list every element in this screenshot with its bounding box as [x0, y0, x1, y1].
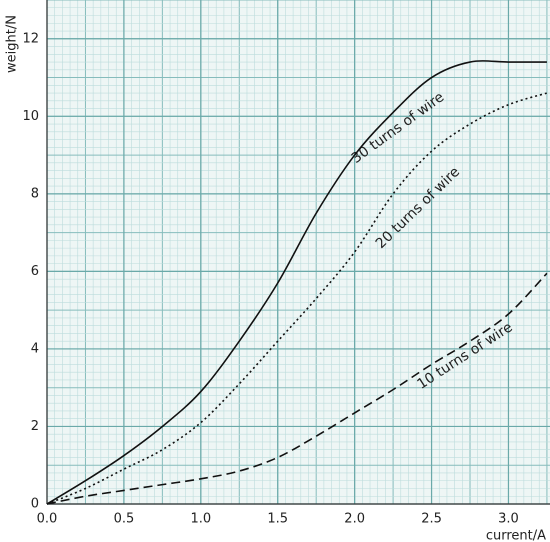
y-tick-label: 12 [22, 31, 39, 46]
y-tick-label: 0 [31, 497, 39, 512]
x-tick-label: 1.0 [190, 512, 211, 527]
x-tick-label: 1.5 [267, 512, 288, 527]
x-axis-label: current/A [486, 529, 546, 542]
y-tick-label: 4 [31, 341, 39, 356]
x-tick-label: 0.5 [114, 512, 135, 527]
y-tick-label: 6 [31, 264, 39, 279]
line [46, 60, 547, 505]
y-tick-label: 8 [31, 186, 39, 201]
y-tick-label: 2 [31, 419, 39, 434]
x-tick-label: 0.0 [37, 512, 58, 527]
y-tick-label: 10 [22, 109, 39, 124]
line [46, 272, 548, 505]
x-tick-label: 3.0 [498, 512, 519, 527]
y-axis-label: weight/N [5, 15, 20, 73]
x-tick-label: 2.0 [344, 512, 365, 527]
plot-area [47, 0, 550, 504]
x-tick-label: 2.5 [421, 512, 442, 527]
